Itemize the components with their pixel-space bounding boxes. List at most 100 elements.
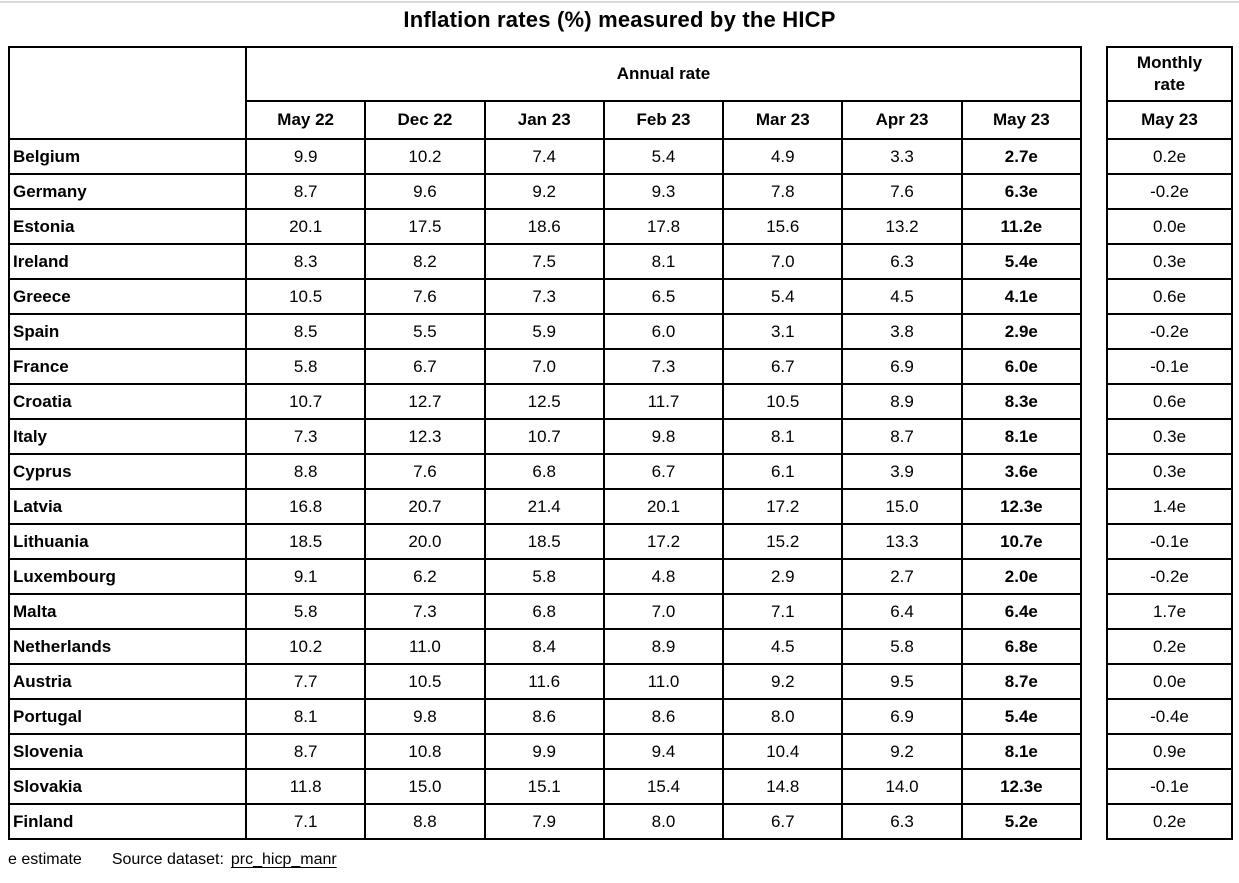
annual-rate-value: 4.1e bbox=[960, 278, 1083, 315]
monthly-table-row: -0.1e bbox=[1106, 348, 1233, 385]
source-dataset-link[interactable]: prc_hicp_manr bbox=[230, 851, 337, 868]
annual-rate-value: 5.8 bbox=[244, 593, 367, 630]
annual-rate-value: 13.3 bbox=[841, 523, 963, 560]
monthly-rate-value: 1.4e bbox=[1106, 488, 1233, 525]
annual-rate-group-header: Annual rate bbox=[245, 46, 1082, 102]
table-row: Cyprus 8.8 7.6 6.8 6.7 6.1 3.9 3.6e bbox=[8, 453, 1083, 490]
monthly-table-row: -0.1e bbox=[1106, 768, 1233, 805]
country-label: Croatia bbox=[8, 383, 247, 420]
country-label: France bbox=[8, 348, 247, 385]
table-row: France 5.8 6.7 7.0 7.3 6.7 6.9 6.0e bbox=[8, 348, 1083, 385]
annual-rate-value: 5.4 bbox=[602, 138, 725, 175]
annual-rate-value: 2.7 bbox=[841, 558, 963, 595]
annual-rate-value: 3.1 bbox=[722, 313, 844, 350]
monthly-rate-value: 1.7e bbox=[1106, 593, 1233, 630]
monthly-table-row: 0.9e bbox=[1106, 733, 1233, 770]
annual-rate-value: 8.3 bbox=[244, 243, 367, 280]
month-header-row: May 22 Dec 22 Jan 23 Feb 23 Mar 23 Apr 23 May … bbox=[9, 100, 1083, 140]
annual-rate-value: 20.7 bbox=[364, 488, 486, 525]
annual-rate-value: 11.7 bbox=[602, 383, 725, 420]
annual-rate-value: 4.8 bbox=[602, 558, 725, 595]
annual-rate-value: 6.8 bbox=[483, 593, 605, 630]
monthly-table-row: 0.6e bbox=[1106, 278, 1233, 315]
annual-rate-value: 12.5 bbox=[483, 383, 605, 420]
annual-rate-value: 10.5 bbox=[244, 278, 367, 315]
annual-rate-value: 6.7 bbox=[722, 348, 844, 385]
annual-rate-value: 5.8 bbox=[244, 348, 367, 385]
country-label: Ireland bbox=[8, 243, 247, 280]
annual-rate-value: 6.5 bbox=[602, 278, 725, 315]
table-row: Croatia 10.7 12.7 12.5 11.7 10.5 8.9 8.3e bbox=[8, 383, 1083, 420]
monthly-table-row: 0.3e bbox=[1106, 418, 1233, 455]
annual-rate-value: 7.1 bbox=[244, 803, 367, 840]
annual-rate-value: 6.8e bbox=[960, 628, 1083, 665]
annual-rate-value: 9.2 bbox=[483, 173, 605, 210]
source-dataset-label: Source dataset: bbox=[111, 851, 224, 868]
annual-rate-value: 17.5 bbox=[364, 208, 486, 245]
annual-rate-value: 8.8 bbox=[244, 453, 367, 490]
country-label: Finland bbox=[8, 803, 247, 840]
monthly-table-row: 0.6e bbox=[1106, 383, 1233, 420]
country-label: Germany bbox=[8, 173, 247, 210]
monthly-rate-group-header: Monthly rate bbox=[1106, 46, 1233, 102]
column-header-feb-23: Feb 23 bbox=[602, 100, 725, 140]
monthly-table-row: -0.2e bbox=[1106, 558, 1233, 595]
annual-rate-value: 7.3 bbox=[244, 418, 367, 455]
monthly-table-row: 0.3e bbox=[1106, 243, 1233, 280]
column-header-apr-23: Apr 23 bbox=[841, 100, 963, 140]
annual-rate-value: 15.0 bbox=[364, 768, 486, 805]
annual-rate-value: 7.6 bbox=[364, 453, 486, 490]
monthly-rate-value: -0.2e bbox=[1106, 173, 1233, 210]
annual-rate-value: 6.2 bbox=[364, 558, 486, 595]
annual-rate-value: 8.7e bbox=[960, 663, 1083, 700]
country-label: Austria bbox=[8, 663, 247, 700]
country-label: Greece bbox=[8, 278, 247, 315]
monthly-table-row: -0.1e bbox=[1106, 523, 1233, 560]
annual-rate-value: 9.9 bbox=[244, 138, 367, 175]
annual-rate-value: 10.7 bbox=[483, 418, 605, 455]
annual-rate-value: 2.0e bbox=[960, 558, 1083, 595]
annual-rate-value: 11.0 bbox=[364, 628, 486, 665]
monthly-rate-value: -0.2e bbox=[1106, 313, 1233, 350]
annual-rate-value: 12.7 bbox=[364, 383, 486, 420]
country-label: Cyprus bbox=[8, 453, 247, 490]
annual-rate-value: 6.0e bbox=[960, 348, 1083, 385]
annual-rate-value: 15.2 bbox=[722, 523, 844, 560]
annual-rate-value: 8.9 bbox=[602, 628, 725, 665]
annual-rate-value: 7.6 bbox=[841, 173, 963, 210]
monthly-group-header-row: Monthly rate bbox=[1106, 46, 1233, 102]
annual-rate-value: 18.5 bbox=[483, 523, 605, 560]
annual-rate-value: 9.3 bbox=[602, 173, 725, 210]
annual-rate-value: 7.6 bbox=[364, 278, 486, 315]
table-row: Slovenia 8.7 10.8 9.9 9.4 10.4 9.2 8.1e bbox=[8, 733, 1083, 770]
table-row: Estonia 20.1 17.5 18.6 17.8 15.6 13.2 11.2e bbox=[8, 208, 1083, 245]
column-header-may-23: May 23 bbox=[960, 100, 1083, 140]
annual-rate-value: 10.4 bbox=[722, 733, 844, 770]
annual-rate-value: 5.5 bbox=[364, 313, 486, 350]
monthly-rate-value: 0.6e bbox=[1106, 383, 1233, 420]
annual-rate-value: 7.1 bbox=[722, 593, 844, 630]
country-column-header-blank bbox=[8, 46, 247, 140]
annual-rate-value: 9.8 bbox=[364, 698, 486, 735]
country-label: Slovakia bbox=[8, 768, 247, 805]
table-row: Spain 8.5 5.5 5.9 6.0 3.1 3.8 2.9e bbox=[8, 313, 1083, 350]
annual-rate-value: 4.5 bbox=[841, 278, 963, 315]
monthly-month-header-row: May 23 bbox=[1106, 100, 1233, 140]
annual-rate-value: 8.9 bbox=[841, 383, 963, 420]
annual-rate-value: 18.6 bbox=[483, 208, 605, 245]
column-header-mar-23: Mar 23 bbox=[722, 100, 844, 140]
annual-rate-value: 7.9 bbox=[483, 803, 605, 840]
annual-rate-value: 2.9e bbox=[960, 313, 1083, 350]
annual-rate-value: 7.0 bbox=[722, 243, 844, 280]
country-label: Slovenia bbox=[8, 733, 247, 770]
monthly-table-row: 0.2e bbox=[1106, 803, 1233, 840]
country-label: Luxembourg bbox=[8, 558, 247, 595]
annual-rate-value: 10.2 bbox=[364, 138, 486, 175]
annual-rate-value: 9.8 bbox=[602, 418, 725, 455]
annual-rate-value: 8.7 bbox=[841, 418, 963, 455]
annual-rate-value: 8.1 bbox=[722, 418, 844, 455]
monthly-table-row: 0.3e bbox=[1106, 453, 1233, 490]
monthly-table-row: 0.2e bbox=[1106, 138, 1233, 175]
annual-rate-value: 8.1 bbox=[602, 243, 725, 280]
annual-rate-value: 12.3e bbox=[960, 488, 1083, 525]
